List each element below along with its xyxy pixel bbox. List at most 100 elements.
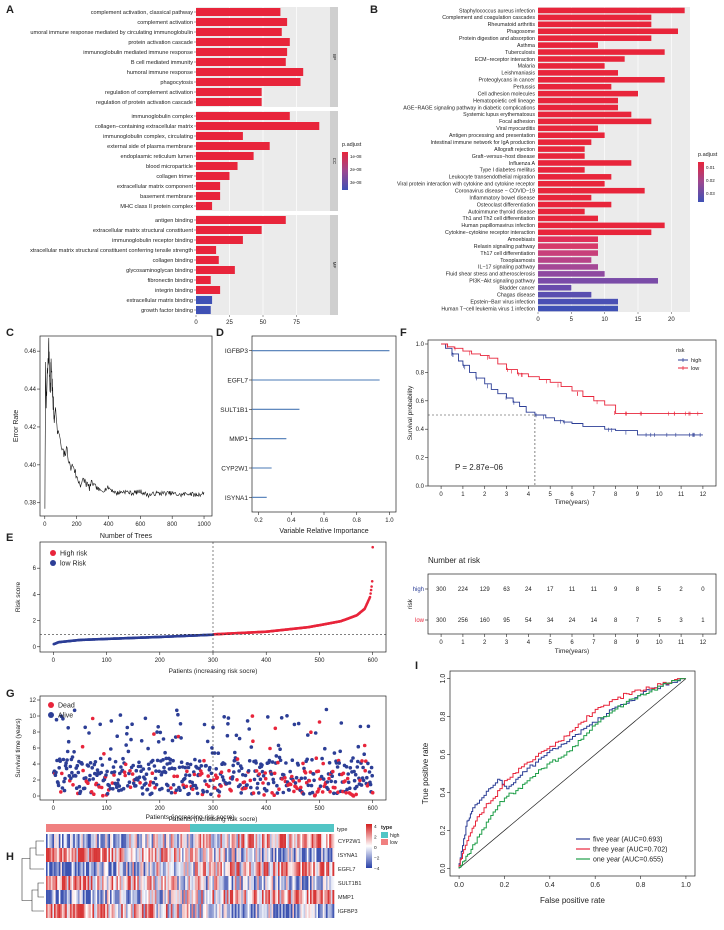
panel-g-point-dead — [363, 768, 368, 773]
panel-h-heat-cell — [148, 890, 151, 904]
panel-a-bar — [196, 246, 217, 254]
panel-h-heat-cell — [84, 834, 87, 848]
panel-h-heat-cell — [308, 904, 311, 918]
panel-a-bar-label: complement activation, classical pathway — [91, 10, 193, 16]
panel-h-heat-cell — [239, 848, 242, 862]
panel-a-bar-label: xtracellular matrix structural constitue… — [30, 248, 193, 254]
panel-h-heat-cell — [319, 876, 322, 890]
panel-h-heat-cell — [250, 862, 253, 876]
panel-h-heat-cell — [209, 834, 212, 848]
panel-h-heat-cell — [230, 862, 232, 876]
panel-g-point-alive — [323, 746, 327, 751]
panel-h-heat-cell — [222, 862, 224, 876]
panel-h-heat-cell — [172, 834, 175, 848]
panel-b-bar-label: Relaxin signaling pathway — [474, 244, 536, 250]
panel-h-heat-cell — [108, 876, 111, 890]
panel-h-heat-cell — [50, 890, 53, 904]
panel-g-point-dead — [297, 778, 302, 783]
panel-g-point-alive — [205, 739, 210, 744]
panel-g-point-alive — [220, 775, 225, 779]
panel-g-point-alive — [258, 777, 263, 781]
panel-g-point-alive — [98, 722, 102, 727]
panel-h-heat-cell — [180, 876, 183, 890]
panel-h-heat-cell — [84, 904, 87, 918]
panel-h-heat-cell — [145, 848, 148, 862]
panel-h-heat-cell — [70, 904, 72, 918]
panel-g-point-alive — [172, 766, 177, 771]
panel-h-heat-cell — [151, 904, 154, 918]
panel-h-heat-cell — [238, 876, 240, 890]
panel-a-strip-bp — [330, 7, 338, 107]
panel-h-heat-cell — [274, 890, 277, 904]
panel-h-heat-cell — [82, 890, 85, 904]
panel-h-heat-cell — [153, 862, 156, 876]
panel-h-heat-cell — [209, 876, 212, 890]
panel-h-heat-cell — [158, 848, 160, 862]
panel-h-heat-cell — [210, 890, 213, 904]
panel-b-legend-tick: 0.03 — [706, 191, 715, 196]
panel-h-heat-cell — [150, 890, 152, 904]
panel-f-risk-xtick-label: 11 — [678, 640, 685, 646]
panel-g-point-alive — [260, 763, 264, 767]
panel-h-type-legend-swatch — [381, 839, 388, 845]
panel-h-heat-cell — [294, 848, 296, 862]
panel-h-heat-cell — [118, 890, 120, 904]
panel-h-row-label: ISYNA1 — [338, 853, 358, 859]
panel-h-heat-cell — [287, 834, 290, 848]
panel-h-heat-cell — [49, 862, 52, 876]
panel-g-point-alive — [170, 766, 174, 770]
panel-g-point-alive — [247, 759, 252, 763]
panel-g-point-alive — [257, 791, 261, 795]
panel-a-bar — [196, 152, 254, 160]
panel-h-heat-cell — [300, 834, 303, 848]
panel-g-point-alive — [321, 777, 326, 781]
panel-h-heat-cell — [252, 834, 255, 848]
panel-h-heat-cell — [306, 848, 309, 862]
panel-g-point-alive — [271, 780, 276, 785]
panel-h-heat-cell — [46, 834, 48, 848]
panel-b-legend-title: p.adjust — [698, 152, 718, 158]
panel-h-heat-cell — [182, 834, 184, 848]
panel-g-point-alive — [361, 778, 366, 783]
panel-g-point-alive — [324, 707, 329, 712]
panel-g-point-alive — [194, 786, 199, 790]
panel-h-heat-cell — [169, 834, 172, 848]
panel-f-xlabel: Time(years) — [555, 499, 589, 506]
panel-h-heat-cell — [47, 904, 50, 918]
panel-h-heat-cell — [156, 862, 159, 876]
panel-g-point-alive — [70, 770, 74, 775]
panel-h-heat-cell — [241, 862, 244, 876]
panel-h-heat-cell — [254, 834, 256, 848]
panel-g-point-alive — [265, 788, 269, 793]
panel-h-heat-cell — [303, 904, 306, 918]
panel-h-heat-cell — [330, 834, 333, 848]
panel-c-xtick-label: 400 — [103, 522, 114, 528]
panel-g-ytick-label: 6 — [33, 746, 37, 752]
panel-h-heat-cell — [239, 862, 242, 876]
panel-h-heat-cell — [201, 890, 204, 904]
panel-h-heat-cell — [327, 904, 330, 918]
panel-h-heat-cell — [68, 904, 71, 918]
panel-b-bar — [538, 63, 605, 69]
panel-a-bar-label: external side of plasma membrane — [107, 144, 193, 150]
panel-h-heat-cell — [214, 904, 216, 918]
panel-h-heat-cell — [249, 848, 252, 862]
panel-h-heat-cell — [233, 876, 236, 890]
panel-b-bar — [538, 305, 618, 312]
panel-h-heat-cell — [313, 876, 316, 890]
panel-h-heat-cell — [289, 890, 292, 904]
panel-h-heat-cell — [164, 862, 167, 876]
panel-h-heat-cell — [52, 834, 55, 848]
panel-g-point-alive — [111, 765, 116, 769]
panel-h-heat-cell — [166, 834, 168, 848]
panel-g-point-alive — [146, 746, 150, 751]
panel-h-heat-cell — [63, 834, 66, 848]
panel-h-heat-cell — [154, 862, 157, 876]
panel-a-xtick-label: 0 — [194, 320, 198, 326]
panel-g-point-alive — [184, 773, 188, 777]
panel-h-heat-cell — [90, 904, 93, 918]
panel-g-point-dead — [314, 756, 319, 760]
panel-g-point-alive — [57, 766, 61, 770]
panel-i-ytick-label: 0.4 — [440, 788, 447, 798]
panel-g-point-alive — [349, 759, 354, 763]
